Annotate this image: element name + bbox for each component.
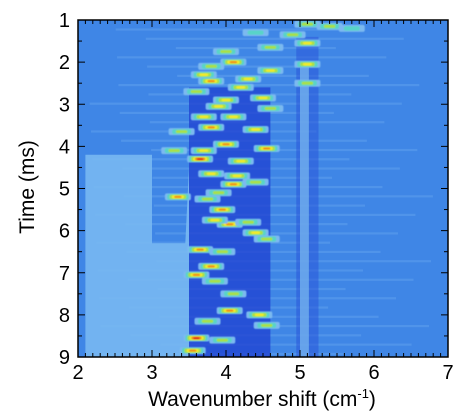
hotspot [229, 183, 238, 186]
hotspot [251, 128, 261, 131]
hotspot [236, 86, 246, 89]
hotspot [205, 64, 217, 68]
hotspot [199, 115, 209, 119]
x-axis-title: Wavenumber shift (cm-1) [148, 386, 376, 411]
hotspot [225, 223, 234, 226]
streak [175, 46, 336, 50]
hotspot [249, 180, 262, 184]
streak [145, 37, 404, 40]
hotspot [243, 77, 253, 81]
streak [177, 74, 369, 77]
heatmap-hotspots [161, 20, 365, 355]
hotspot [221, 98, 231, 102]
streak [155, 232, 398, 235]
streak [117, 56, 387, 59]
streak [115, 28, 354, 31]
hotspot [228, 115, 238, 119]
hotspot [196, 248, 204, 251]
axis-ticks [77, 19, 449, 358]
hotspot [190, 90, 203, 94]
hotspot [207, 80, 215, 83]
x-tick-label: 7 [442, 362, 453, 384]
streak [127, 278, 414, 281]
hotspot [199, 149, 209, 152]
hotspot [323, 24, 336, 28]
hotspot [264, 106, 277, 111]
streak [147, 65, 319, 68]
hotspot [207, 265, 215, 268]
x-tick-label: 4 [220, 362, 231, 384]
hotspot [229, 61, 238, 64]
hotspot [222, 143, 230, 146]
y-tick-label: 2 [59, 52, 70, 74]
hotspot [192, 273, 201, 276]
hotspot [206, 172, 216, 175]
y-tick-labels: 1 2 3 4 5 6 7 8 9 [59, 10, 70, 369]
hotspot [218, 208, 227, 211]
y-tick-label: 7 [59, 263, 70, 285]
hotspot [209, 279, 221, 283]
hotspot [301, 22, 314, 26]
hotspot [201, 197, 214, 201]
hotspot [212, 191, 225, 195]
x-tick-label: 5 [294, 362, 305, 384]
hotspot [260, 237, 273, 241]
x-tick-label: 2 [72, 362, 83, 384]
y-tick-label: 4 [59, 136, 70, 158]
hotspot [216, 338, 229, 342]
hotspot [174, 195, 182, 198]
hotspot [220, 50, 232, 54]
y-tick-label: 8 [59, 305, 70, 327]
y-tick-label: 5 [59, 179, 70, 201]
plot-area [78, 20, 448, 357]
hotspot [214, 105, 224, 108]
hotspot [232, 174, 242, 178]
x-tick-label: 6 [368, 362, 379, 384]
hotspot [260, 323, 273, 327]
streak [118, 84, 420, 87]
hotspot [193, 337, 200, 340]
streak [123, 195, 433, 198]
hotspot [301, 81, 314, 85]
hotspot [302, 41, 312, 45]
y-axis-title: Time (ms) [16, 140, 39, 234]
y-tick-label: 1 [59, 10, 70, 32]
hotspot [242, 220, 254, 224]
hotspot [168, 149, 180, 153]
hotspot [247, 30, 264, 35]
hotspot [236, 159, 246, 163]
streak [156, 260, 431, 263]
streak [151, 148, 418, 152]
hotspot [225, 309, 234, 312]
hotspot [207, 126, 215, 129]
x-tick-label: 3 [146, 362, 157, 384]
y-tick-label: 3 [59, 94, 70, 116]
hotspot [210, 218, 220, 222]
light-region [85, 154, 189, 357]
hotspot [258, 96, 268, 100]
y-tick-label: 9 [59, 347, 70, 369]
x-tick-labels: 2 3 4 5 6 7 [72, 362, 453, 384]
streak [160, 343, 412, 346]
hotspot [264, 45, 277, 49]
hotspot [343, 26, 360, 31]
hotspot [196, 158, 204, 161]
hotspot [175, 130, 188, 134]
hotspot [302, 63, 312, 66]
hotspot [286, 33, 299, 37]
y-tick-label: 6 [59, 221, 70, 243]
hotspot [262, 147, 271, 150]
hotspot [265, 69, 275, 72]
hotspot [188, 349, 197, 352]
light-stripe [300, 62, 309, 357]
hotspot [216, 250, 229, 254]
hotspot [227, 292, 240, 296]
hotspot [254, 313, 264, 317]
hotspot [201, 319, 214, 323]
hotspot [199, 73, 209, 76]
hotspot [251, 231, 261, 234]
